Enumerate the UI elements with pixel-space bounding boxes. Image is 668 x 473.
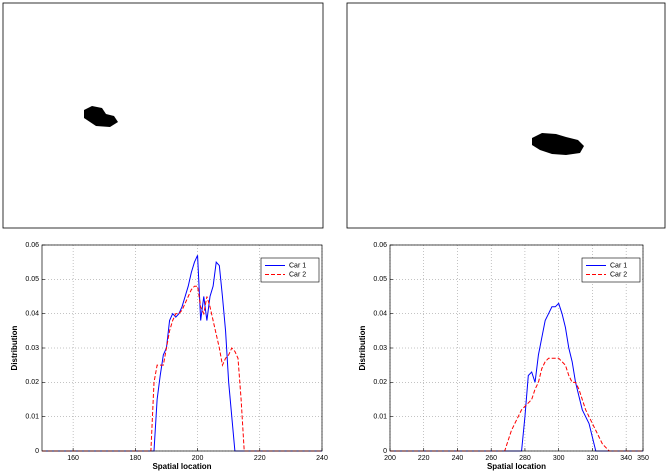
y-tick-label: 0 xyxy=(383,448,387,455)
y-tick-label: 0.05 xyxy=(373,276,387,283)
x-axis-label: Spatial location xyxy=(152,462,211,471)
y-tick-label: 0.01 xyxy=(25,414,39,421)
x-tick-label: 240 xyxy=(452,455,464,462)
y-tick-label: 0.03 xyxy=(25,345,39,352)
x-tick-label: 350 xyxy=(637,455,649,462)
x-tick-label: 200 xyxy=(192,455,204,462)
x-tick-label: 240 xyxy=(316,455,328,462)
x-tick-label: 280 xyxy=(519,455,531,462)
x-tick-label: 180 xyxy=(129,455,141,462)
x-tick-label: 300 xyxy=(553,455,565,462)
y-tick-label: 0.05 xyxy=(25,276,39,283)
y-tick-label: 0.03 xyxy=(373,345,387,352)
image-panel xyxy=(347,3,665,228)
y-tick-label: 0.04 xyxy=(373,311,387,318)
x-tick-label: 220 xyxy=(254,455,266,462)
x-tick-label: 340 xyxy=(620,455,632,462)
x-tick-label: 200 xyxy=(384,455,396,462)
x-axis-label: Spatial location xyxy=(487,462,546,471)
legend-label: Car 1 xyxy=(610,262,627,269)
figure: 0 0.01 0.02 0.03 0.04 0.05 0.06 160 180 200 220 240… xyxy=(0,0,668,473)
legend-label: Car 1 xyxy=(289,262,306,269)
image-panel xyxy=(3,3,323,228)
y-tick-label: 0 xyxy=(35,448,39,455)
y-axis-label: Distribution xyxy=(10,325,19,370)
y-tick-label: 0.06 xyxy=(373,242,387,249)
x-tick-label: 160 xyxy=(67,455,79,462)
y-tick-label: 0.01 xyxy=(373,414,387,421)
legend-label: Car 2 xyxy=(289,271,306,278)
x-tick-label: 260 xyxy=(485,455,497,462)
y-tick-label: 0.02 xyxy=(25,379,39,386)
y-tick-label: 0.04 xyxy=(25,311,39,318)
y-tick-label: 0.02 xyxy=(373,379,387,386)
x-tick-label: 220 xyxy=(418,455,430,462)
legend-label: Car 2 xyxy=(610,271,627,278)
x-tick-label: 320 xyxy=(587,455,599,462)
y-tick-label: 0.06 xyxy=(25,242,39,249)
y-axis-label: Distribution xyxy=(358,325,367,370)
